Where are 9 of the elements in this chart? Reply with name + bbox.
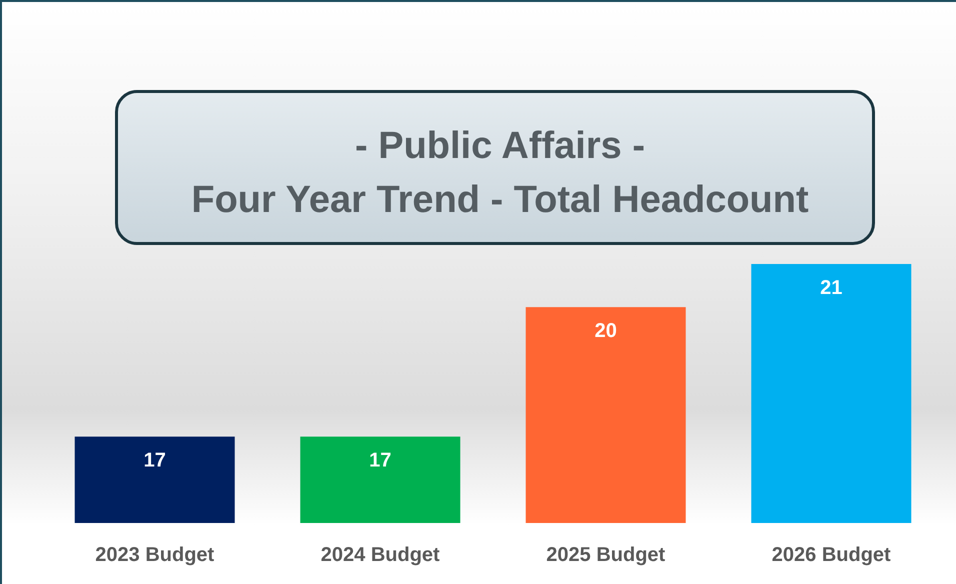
- x-tick-label: 2024 Budget: [320, 544, 440, 566]
- data-label: 17: [369, 450, 392, 472]
- data-label: 17: [144, 450, 166, 472]
- chart-title: - Public Affairs - Four Year Trend - Total Headcount: [191, 125, 809, 221]
- x-tick-label: 2023 Budget: [95, 544, 215, 566]
- data-label: 20: [594, 320, 617, 342]
- data-label: 21: [820, 277, 842, 299]
- x-tick-label: 2025 Budget: [546, 544, 666, 566]
- x-tick-label: 2026 Budget: [772, 544, 892, 566]
